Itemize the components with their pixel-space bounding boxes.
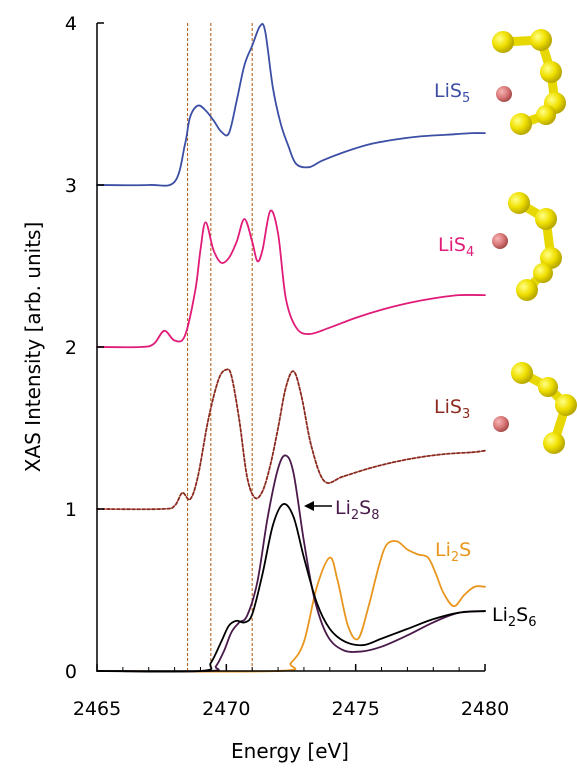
- y-tick-label: 4: [65, 13, 77, 35]
- molecule-lis3-image: [493, 362, 577, 454]
- series-line-lis4: [96, 209, 486, 349]
- axis-ticks: 2465 2470 2475 2480 0 1 2 3 4: [65, 13, 509, 720]
- label-lis3: LiS3: [434, 396, 470, 422]
- label-lis4: LiS4: [438, 234, 474, 260]
- li2s8-arrow: [304, 501, 332, 511]
- series-line-li2s6: [96, 503, 486, 673]
- label-li2s: Li2S: [435, 539, 471, 565]
- x-tick-label: 2470: [202, 698, 250, 720]
- y-tick-label: 3: [65, 175, 77, 197]
- label-lis5: LiS5: [434, 80, 470, 106]
- x-axis-title: Energy [eV]: [231, 739, 349, 763]
- series-line-li2s8: [96, 454, 486, 673]
- reference-lines: [186, 23, 253, 671]
- molecule-lis4-image: [492, 192, 562, 301]
- molecule-lis5-image: [492, 29, 566, 135]
- series-line-lis3: [96, 368, 486, 511]
- x-tick-label: 2475: [331, 698, 379, 720]
- y-tick-label: 2: [65, 337, 77, 359]
- y-axis-title: XAS Intensity [arb. units]: [21, 222, 45, 473]
- x-tick-label: 2465: [73, 698, 121, 720]
- label-li2s8: Li2S8: [335, 497, 380, 523]
- x-tick-label: 2480: [461, 698, 509, 720]
- series-line-li2s: [96, 540, 486, 673]
- y-tick-label: 0: [65, 661, 77, 683]
- label-li2s6: Li2S6: [492, 604, 537, 630]
- y-tick-label: 1: [65, 499, 77, 521]
- series-line-lis5: [96, 23, 486, 187]
- series-layer: [96, 23, 486, 673]
